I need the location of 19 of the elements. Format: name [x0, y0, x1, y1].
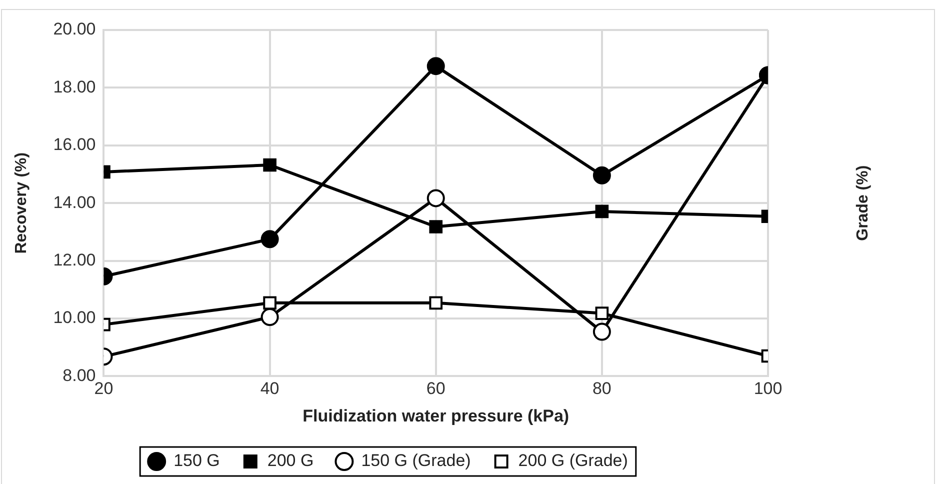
x-tick-label: 20: [94, 379, 114, 398]
x-tick-label: 80: [592, 379, 612, 398]
legend-label: 150 G (Grade): [361, 451, 471, 470]
y-tick-label: 14.00: [53, 192, 96, 212]
y-axis-title: Recovery (%): [13, 152, 30, 254]
legend-label: 200 G (Grade): [518, 451, 628, 470]
y-tick-label: 16.00: [53, 135, 96, 154]
x-tick-label: 100: [754, 379, 782, 398]
legend-label: 200 G: [267, 451, 314, 470]
y2-axis-title: Grade (%): [854, 165, 872, 241]
y-tick-label: 8.00: [62, 366, 96, 385]
x-axis-title: Fluidization water pressure (kPa): [302, 406, 570, 426]
x-tick-label: 60: [426, 379, 446, 398]
y-tick-label: 20.00: [53, 20, 96, 39]
x-tick-label: 40: [260, 379, 280, 398]
legend-label: 150 G: [174, 451, 220, 470]
y-tick-label: 18.00: [53, 77, 96, 96]
y-tick-label: 10.00: [53, 308, 96, 328]
y-tick-label: 12.00: [53, 250, 96, 270]
